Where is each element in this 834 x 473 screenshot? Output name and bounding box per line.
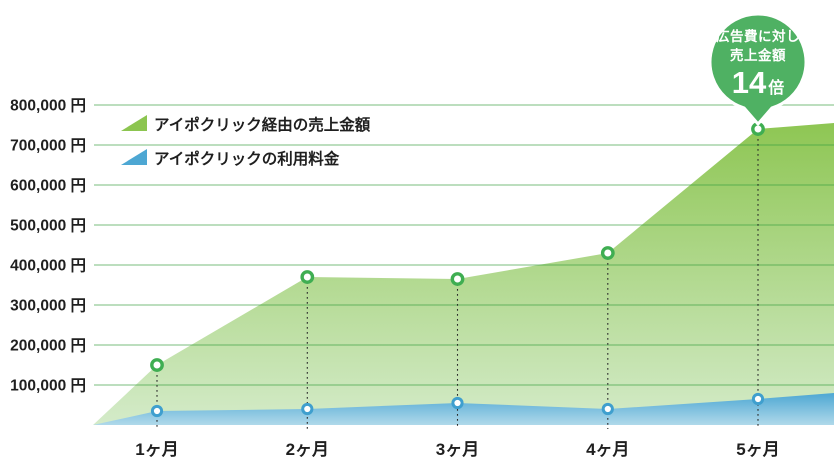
fee-point bbox=[301, 402, 314, 416]
x-tick-label: 1ヶ月 bbox=[135, 440, 178, 459]
data-point-group bbox=[150, 122, 765, 418]
fee-point bbox=[451, 396, 464, 410]
badge-bubble-shape bbox=[708, 12, 808, 126]
fee-triangle-icon bbox=[121, 149, 147, 165]
fee-point bbox=[751, 392, 765, 406]
x-tick-label: 3ヶ月 bbox=[436, 440, 479, 459]
fee-area bbox=[93, 393, 834, 425]
y-tick-label: 200,000 円 bbox=[10, 337, 86, 355]
ratio-callout-badge: 広告費に対し 売上金額 14 倍 bbox=[708, 12, 808, 126]
legend-label-fee: アイポクリックの利用料金 bbox=[154, 149, 340, 168]
gridline-group bbox=[94, 104, 834, 386]
x-tick-label: 2ヶ月 bbox=[286, 440, 329, 459]
sales-point bbox=[600, 246, 615, 260]
y-tick-label: 400,000 円 bbox=[10, 257, 86, 275]
badge-ratio-unit: 倍 bbox=[768, 78, 784, 97]
fee-point bbox=[601, 402, 614, 416]
area-series-group bbox=[93, 123, 834, 425]
badge-text-line1: 広告費に対し bbox=[716, 28, 800, 44]
legend-label-sales: アイポクリック経由の売上金額 bbox=[154, 115, 371, 134]
y-tick-label: 100,000 円 bbox=[10, 377, 86, 395]
legend-item-sales: アイポクリック経由の売上金額 bbox=[121, 115, 371, 134]
y-tick-label: 800,000 円 bbox=[10, 97, 86, 115]
sales-point bbox=[300, 270, 315, 284]
sales-point bbox=[150, 358, 164, 372]
y-tick-label: 600,000 円 bbox=[10, 177, 86, 195]
fee-point bbox=[150, 404, 164, 418]
sales-area bbox=[93, 123, 834, 425]
x-tick-label: 5ヶ月 bbox=[736, 440, 779, 459]
legend-item-fee: アイポクリックの利用料金 bbox=[121, 149, 340, 168]
x-tick-label: 4ヶ月 bbox=[586, 440, 629, 459]
badge-ratio-text: 14 倍 bbox=[732, 65, 785, 100]
sales-triangle-icon bbox=[121, 115, 147, 131]
legend: アイポクリック経由の売上金額 アイポクリックの利用料金 bbox=[121, 115, 371, 168]
y-tick-label: 700,000 円 bbox=[10, 137, 86, 155]
sales-point bbox=[450, 272, 465, 286]
badge-ratio-value: 14 bbox=[732, 65, 767, 100]
badge-text-line2: 売上金額 bbox=[730, 47, 786, 63]
y-tick-label: 500,000 円 bbox=[10, 217, 86, 235]
axis-label-group: 100,000 円 200,000 円 300,000 円 400,000 円 500,… bbox=[10, 97, 780, 460]
y-tick-label: 300,000 円 bbox=[10, 297, 86, 315]
